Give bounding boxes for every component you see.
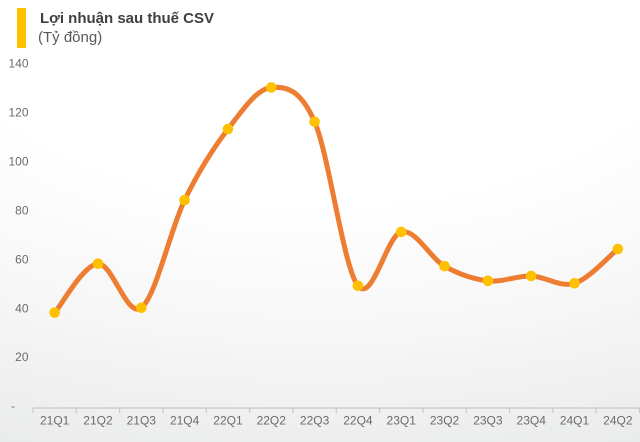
data-point-marker [395,226,407,238]
chart-title: Lợi nhuận sau thuế CSV [40,10,215,27]
y-tick-label: 80 [15,203,29,217]
y-tick-label: 100 [8,154,28,168]
data-point-marker [309,116,320,128]
x-tick-label: 23Q1 [387,414,417,428]
x-tick-label: 23Q3 [473,414,503,428]
x-tick-label: 23Q4 [517,414,547,428]
title-accent-bar [17,8,26,48]
x-tick-label: 21Q1 [40,414,70,428]
y-tick-label: 60 [15,252,29,266]
x-tick-label: 22Q4 [343,414,373,428]
title-text-group: Lợi nhuận sau thuế CSV (Tỷ đồng) [38,9,215,47]
data-point-marker [179,194,190,206]
x-tick-label: 21Q4 [170,414,200,428]
x-axis-labels: 21Q1 21Q2 21Q3 21Q4 22Q1 22Q2 22Q3 22Q4 23Q1 23Q2… [40,414,633,428]
series-line [52,84,621,316]
y-tick-label: 40 [15,301,29,315]
x-tick-label: 21Q2 [83,414,113,428]
data-point-marker [222,123,234,135]
x-tick-label: 24Q1 [560,414,590,428]
x-tick-label: 22Q2 [257,414,287,428]
y-tick-label: 20 [15,350,29,364]
y-tick-label: 120 [8,105,28,119]
data-point-marker [136,302,147,314]
data-point-marker [612,243,624,255]
chart-title-block: Lợi nhuận sau thuế CSV (Tỷ đồng) [17,8,214,48]
data-point-marker [352,280,364,292]
data-point-marker [439,260,450,272]
x-tick-label: 22Q3 [300,414,330,428]
x-tick-label: 23Q2 [430,414,460,428]
data-point-marker [525,270,537,282]
x-tick-label: 21Q3 [127,414,157,428]
data-point-marker [569,278,580,289]
data-point-marker [92,258,104,270]
chart-subtitle: (Tỷ đồng) [38,29,103,46]
series-markers [49,82,624,318]
y-tick-label: 140 [8,57,28,71]
data-point-marker [265,82,277,93]
data-point-marker [482,275,494,287]
x-tick-label: 22Q1 [213,414,243,428]
data-point-marker [49,307,60,318]
y-tick-label: - [11,399,15,413]
x-axis [32,407,640,413]
y-axis-labels: 140 120 100 80 60 40 20 - [8,57,28,414]
x-tick-label: 24Q2 [603,414,633,428]
